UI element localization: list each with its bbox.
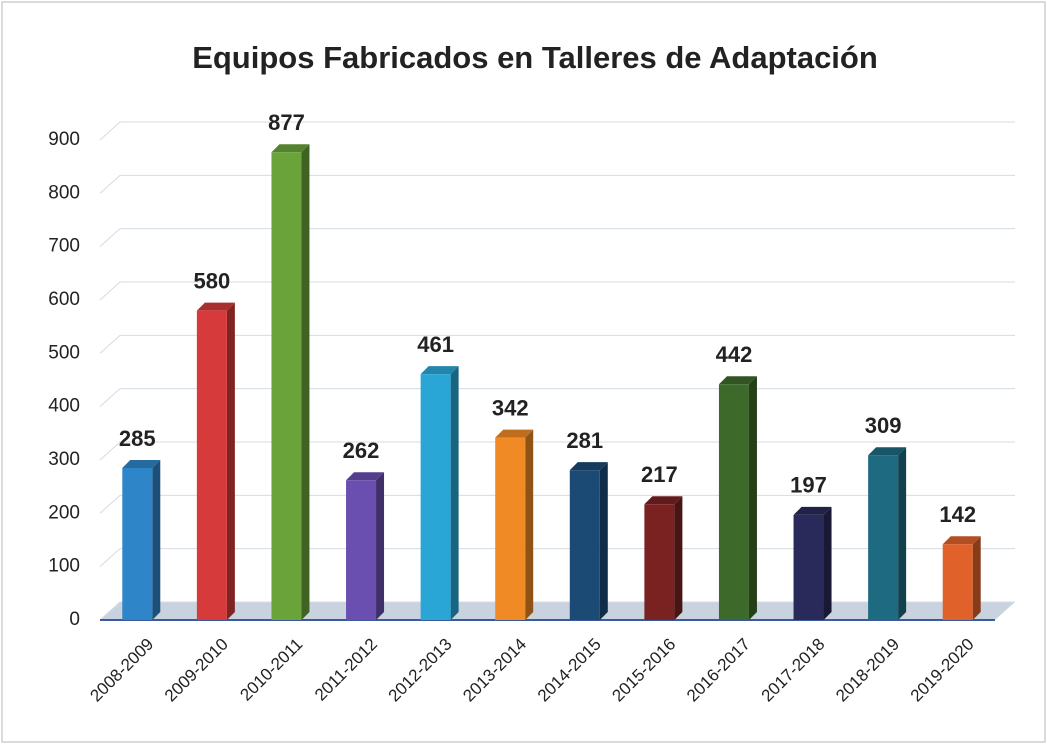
grid-line [99,548,1015,568]
bar-side [898,447,907,620]
bar-top [122,460,161,468]
y-tick-label: 700 [48,236,80,257]
bar-top [868,447,907,456]
bar-top [271,144,310,153]
bar [271,152,302,620]
x-tick-label: 2017-2018 [758,635,829,706]
value-label: 309 [865,413,902,438]
y-tick-label: 300 [48,449,80,470]
bar-side [525,429,534,620]
grid-line [99,494,1015,514]
grid-line [99,441,1015,461]
value-label: 142 [939,502,976,527]
value-label: 877 [268,110,305,135]
x-tick-label: 2013-2014 [459,635,530,706]
bar-side [748,376,757,620]
bar-side [450,366,459,620]
y-tick-label: 400 [48,396,80,417]
value-label: 281 [566,428,603,453]
x-tick-label: 2016-2017 [683,635,754,706]
y-tick-label: 0 [69,609,80,630]
bar-top [346,472,385,481]
bar-top [196,302,235,311]
bar-side [674,496,683,620]
bar [420,374,451,620]
bar-top [718,376,757,385]
bar-top [644,496,683,505]
bar [569,470,600,620]
bar-top [942,536,981,545]
value-label: 262 [343,438,380,463]
bar [793,514,824,620]
value-label: 197 [790,473,827,498]
grid-line [99,334,1015,354]
bar [718,384,749,620]
bar-side [376,472,385,620]
value-label: 461 [417,332,454,357]
value-label: 580 [194,268,231,293]
bar-side [599,462,608,620]
bar [644,504,675,620]
bar [196,310,227,620]
grid-line [99,388,1015,408]
value-label: 217 [641,462,678,487]
x-tick-label: 2009-2010 [161,635,232,706]
bar-top [420,366,459,375]
bar [868,455,899,620]
floor [100,602,1015,620]
bar-side [823,506,832,620]
y-tick-label: 100 [48,556,80,577]
bar [122,468,153,620]
bar-top [793,506,832,515]
chart-title: Equipos Fabricados en Talleres de Adapta… [192,40,878,75]
bar [495,437,526,620]
bar-side [226,302,235,620]
grid-line [99,601,1015,621]
value-label: 285 [119,426,156,451]
x-tick-label: 2018-2019 [832,635,903,706]
grid-line [99,174,1015,194]
x-tick-label: 2019-2020 [907,635,978,706]
bar [346,480,377,620]
grid-line [99,228,1015,248]
bar-top [495,429,534,438]
grid-line [99,121,1015,141]
value-label: 442 [716,342,753,367]
x-tick-label: 2015-2016 [608,635,679,706]
y-tick-label: 200 [48,502,80,523]
y-tick-label: 500 [48,342,80,363]
x-tick-label: 2011-2012 [311,635,381,705]
bar-side [301,144,310,620]
bar-side [152,460,161,620]
x-tick-label: 2010-2011 [236,635,306,705]
x-tick-label: 2012-2013 [385,635,456,706]
x-tick-label: 2008-2009 [86,635,157,706]
y-tick-label: 600 [48,289,80,310]
x-tick-label: 2014-2015 [534,635,605,706]
bar [942,544,973,620]
y-tick-label: 800 [48,182,80,203]
grid-line [99,281,1015,301]
bar-side [972,536,981,620]
y-tick-label: 900 [48,129,80,150]
bar-top [569,462,608,471]
value-label: 342 [492,395,529,420]
